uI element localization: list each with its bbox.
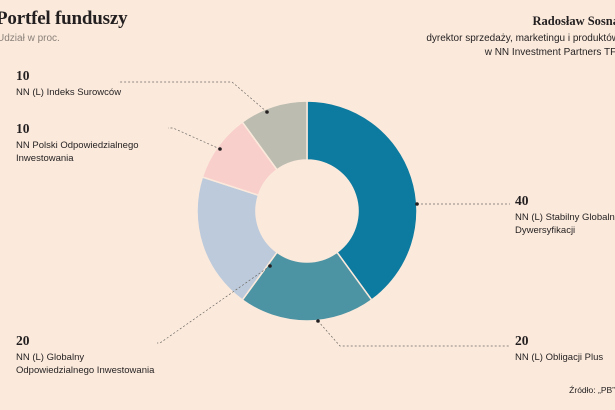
- slice-name-globalny-line-2: Odpowiedzialnego Inwestowania: [16, 365, 155, 376]
- leader-dot-polski: [218, 147, 222, 151]
- source-note: Źródło: „PB”: [569, 385, 615, 395]
- donut-slices: [196, 100, 418, 322]
- person-role-line-2: w NN Investment Partners TFI: [484, 47, 615, 58]
- leader-dot-obligacji: [316, 319, 320, 323]
- leader-dot-stabilny: [415, 202, 419, 206]
- slice-name-stabilny-line-2: Dywersyfikacji: [515, 225, 576, 236]
- slice-label-surowcow: 10 NN (L) Indeks Surowców: [16, 68, 121, 99]
- slice-label-globalny: 20 NN (L) Globalny Odpowiedzialnego Inwe…: [16, 333, 154, 377]
- person-block: Radosław Sosna dyrektor sprzedaży, marke…: [426, 14, 615, 60]
- slice-value-stabilny: 40: [515, 193, 529, 208]
- donut-slice-obligacji: [241, 251, 373, 322]
- slice-name-globalny-line-1: NN (L) Globalny: [16, 352, 85, 363]
- leader-dot-surowcow: [265, 110, 269, 114]
- donut-slice-stabilny: [306, 100, 418, 302]
- donut-slice-globalny: [196, 176, 279, 302]
- slice-label-obligacji: 20 NN (L) Obligacji Plus: [515, 333, 603, 364]
- leader-dot-globalny: [268, 264, 272, 268]
- slice-value-surowcow: 10: [16, 68, 30, 83]
- leader-line-globalny: [157, 265, 271, 344]
- leader-lines: [118, 81, 510, 347]
- slice-value-obligacji: 20: [515, 333, 529, 348]
- slice-label-stabilny: 40 NN (L) Stabilny Globalnej Dywersyfika…: [515, 193, 615, 237]
- leader-line-obligacji: [317, 320, 510, 347]
- chart-title: Portfel funduszy: [0, 8, 128, 29]
- slice-value-polski: 10: [16, 121, 30, 136]
- person-role-line-1: dyrektor sprzedaży, marketingu i produkt…: [426, 33, 615, 44]
- slice-name-polski-line-1: NN Polski Odpowiedzialnego: [16, 140, 139, 151]
- leader-line-surowcow: [118, 81, 268, 113]
- chart-subtitle: Udział w proc.: [0, 33, 60, 44]
- slice-name-stabilny-line-1: NN (L) Stabilny Globalnej: [515, 212, 615, 223]
- slice-name-polski-line-2: Inwestowania: [16, 153, 74, 164]
- slice-name-surowcow: NN (L) Indeks Surowców: [16, 87, 122, 98]
- slice-name-obligacji: NN (L) Obligacji Plus: [515, 352, 604, 363]
- leader-line-polski: [168, 127, 221, 150]
- slice-label-polski: 10 NN Polski Odpowiedzialnego Inwestowan…: [16, 121, 139, 165]
- slice-value-globalny: 20: [16, 333, 30, 348]
- donut-slice-surowcow: [241, 100, 308, 171]
- person-name: Radosław Sosna: [532, 14, 615, 28]
